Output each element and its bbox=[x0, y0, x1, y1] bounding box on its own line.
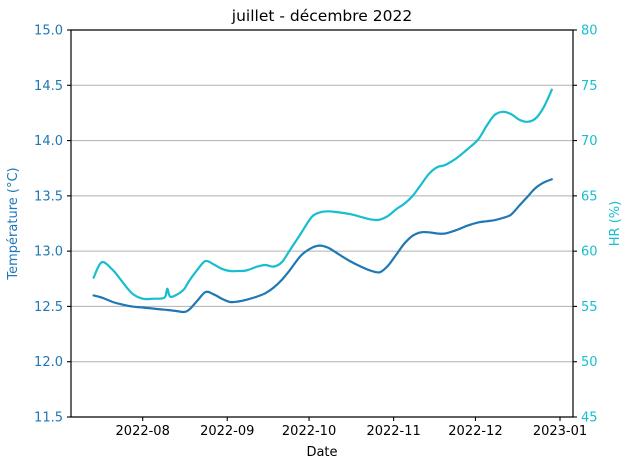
y-left-tick-label: 11.5 bbox=[34, 411, 63, 426]
y-right-tick-label: 70 bbox=[581, 134, 598, 149]
x-tick-label: 2022-11 bbox=[366, 424, 420, 439]
y-right-tick-label: 45 bbox=[581, 411, 598, 426]
y-right-tick-label: 60 bbox=[581, 245, 598, 260]
y-right-tick-label: 50 bbox=[581, 355, 598, 370]
y-left-tick-label: 13.0 bbox=[34, 245, 63, 260]
y-left-tick-label: 14.5 bbox=[34, 79, 63, 94]
series-lines bbox=[92, 88, 553, 314]
x-tick-label: 2022-08 bbox=[116, 424, 170, 439]
y-left-tick-label: 12.0 bbox=[34, 355, 63, 370]
x-tick-label: 2022-10 bbox=[282, 424, 336, 439]
x-tick-label: 2022-12 bbox=[448, 424, 502, 439]
chart-title: juillet - décembre 2022 bbox=[231, 7, 412, 25]
tick-labels: 15.0 14.5 14.0 13.5 13.0 12.5 12.0 11.5 80 75 70 65… bbox=[34, 24, 598, 440]
humidity-line bbox=[92, 88, 553, 301]
x-tick-label: 2022-09 bbox=[200, 424, 254, 439]
y-right-tick-label: 55 bbox=[581, 300, 598, 315]
x-axis-label: Date bbox=[306, 445, 337, 460]
y-axis-label-humidity: HR (%) bbox=[608, 201, 623, 246]
gridlines bbox=[71, 29, 573, 418]
y-right-tick-label: 75 bbox=[581, 79, 598, 94]
temperature-line bbox=[92, 178, 553, 314]
y-left-tick-label: 13.5 bbox=[34, 189, 63, 204]
y-left-tick-label: 15.0 bbox=[34, 24, 63, 39]
tick-marks bbox=[67, 29, 577, 421]
y-left-tick-label: 12.5 bbox=[34, 300, 63, 315]
y-right-tick-label: 65 bbox=[581, 189, 598, 204]
y-axis-label-temperature: Température (°C) bbox=[6, 167, 21, 280]
x-tick-label: 2023-01 bbox=[533, 424, 587, 439]
y-left-tick-label: 14.0 bbox=[34, 134, 63, 149]
y-right-tick-label: 80 bbox=[581, 24, 598, 39]
